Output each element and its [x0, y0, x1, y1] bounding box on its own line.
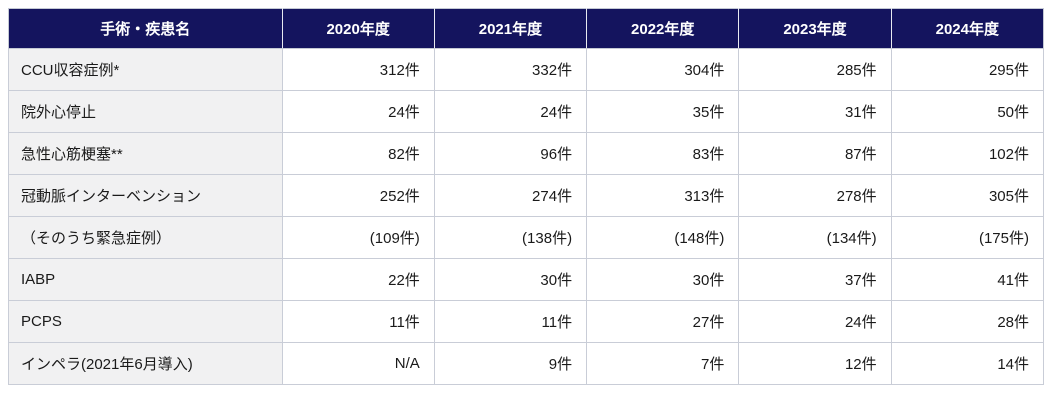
- table-row: 急性心筋梗塞** 82件 96件 83件 87件 102件: [8, 132, 1045, 175]
- value-cell: 31件: [738, 90, 892, 133]
- value-cell: 304件: [586, 48, 740, 91]
- row-label-cell: PCPS: [8, 300, 283, 343]
- header-cell-fiscal-year: 2024年度: [891, 8, 1045, 49]
- table-row: （そのうち緊急症例） (109件) (138件) (148件) (134件) (175件): [8, 216, 1045, 259]
- table-row: 冠動脈インターベンション 252件 274件 313件 278件 305件: [8, 174, 1045, 217]
- row-label-cell: インペラ(2021年6月導入): [8, 342, 283, 385]
- value-cell: 252件: [281, 174, 435, 217]
- value-cell: 332件: [433, 48, 588, 91]
- value-cell: 50件: [890, 90, 1045, 133]
- header-cell-fiscal-year: 2020年度: [282, 8, 435, 49]
- value-cell: 9件: [433, 342, 588, 385]
- value-cell: (175件): [890, 216, 1045, 259]
- procedure-statistics-table: 手術・疾患名 2020年度 2021年度 2022年度 2023年度 2024年度 CCU…: [8, 8, 1045, 385]
- table-body: CCU収容症例* 312件 332件 304件 285件 295件 院外心停止 24件 24件 3…: [8, 48, 1045, 385]
- value-cell: (109件): [281, 216, 435, 259]
- header-cell-fiscal-year: 2022年度: [586, 8, 740, 49]
- table-row: インペラ(2021年6月導入) N/A 9件 7件 12件 14件: [8, 342, 1045, 385]
- value-cell: 7件: [586, 342, 740, 385]
- header-cell-fiscal-year: 2021年度: [434, 8, 588, 49]
- value-cell: 313件: [586, 174, 740, 217]
- value-cell: 37件: [738, 258, 892, 301]
- row-label-cell: IABP: [8, 258, 283, 301]
- row-label-cell: 院外心停止: [8, 90, 283, 133]
- row-label-cell: 冠動脈インターベンション: [8, 174, 283, 217]
- table-row: 院外心停止 24件 24件 35件 31件 50件: [8, 90, 1045, 133]
- table-row: CCU収容症例* 312件 332件 304件 285件 295件: [8, 48, 1045, 91]
- value-cell: 41件: [890, 258, 1045, 301]
- value-cell: 274件: [433, 174, 588, 217]
- value-cell: 30件: [586, 258, 740, 301]
- value-cell: 82件: [281, 132, 435, 175]
- table-header-row: 手術・疾患名 2020年度 2021年度 2022年度 2023年度 2024年度: [8, 8, 1045, 49]
- value-cell: 24件: [281, 90, 435, 133]
- value-cell: 11件: [433, 300, 588, 343]
- value-cell: 27件: [586, 300, 740, 343]
- value-cell: 83件: [586, 132, 740, 175]
- row-label-cell: （そのうち緊急症例）: [8, 216, 283, 259]
- value-cell: 12件: [738, 342, 892, 385]
- value-cell: (148件): [586, 216, 740, 259]
- table-row: IABP 22件 30件 30件 37件 41件: [8, 258, 1045, 301]
- value-cell: 30件: [433, 258, 588, 301]
- value-cell: (138件): [433, 216, 588, 259]
- value-cell: 285件: [738, 48, 892, 91]
- value-cell: 28件: [890, 300, 1045, 343]
- value-cell: 24件: [433, 90, 588, 133]
- value-cell: 87件: [738, 132, 892, 175]
- value-cell: 35件: [586, 90, 740, 133]
- header-cell-procedure-name: 手術・疾患名: [8, 8, 283, 49]
- table-row: PCPS 11件 11件 27件 24件 28件: [8, 300, 1045, 343]
- value-cell: 22件: [281, 258, 435, 301]
- row-label-cell: 急性心筋梗塞**: [8, 132, 283, 175]
- value-cell: 14件: [890, 342, 1045, 385]
- row-label-cell: CCU収容症例*: [8, 48, 283, 91]
- table-header: 手術・疾患名 2020年度 2021年度 2022年度 2023年度 2024年度: [8, 8, 1045, 49]
- value-cell: 24件: [738, 300, 892, 343]
- value-cell: 305件: [890, 174, 1045, 217]
- value-cell: 96件: [433, 132, 588, 175]
- value-cell: 278件: [738, 174, 892, 217]
- value-cell: 11件: [281, 300, 435, 343]
- value-cell: 312件: [281, 48, 435, 91]
- value-cell: (134件): [738, 216, 892, 259]
- header-cell-fiscal-year: 2023年度: [738, 8, 892, 49]
- value-cell: 295件: [890, 48, 1045, 91]
- value-cell: N/A: [281, 342, 435, 385]
- value-cell: 102件: [890, 132, 1045, 175]
